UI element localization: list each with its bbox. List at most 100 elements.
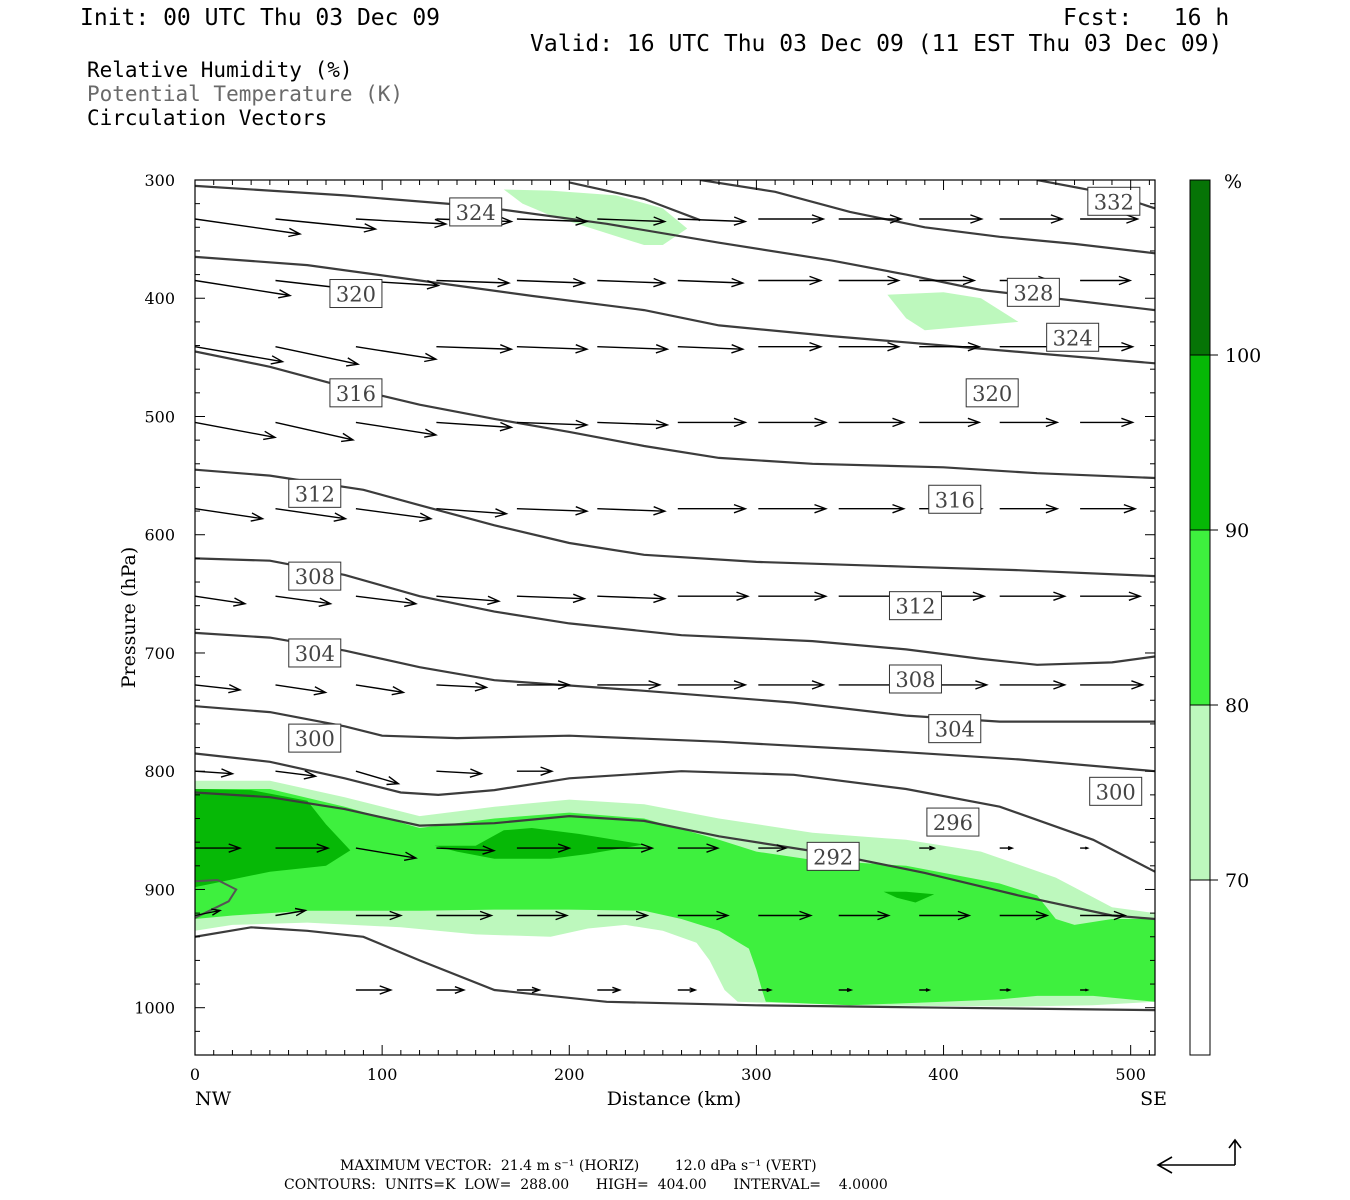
vector-arrow (758, 417, 828, 428)
x-end-label-right: SE (1140, 1088, 1167, 1110)
vector-arrow (758, 680, 826, 690)
colorbar-segment (1190, 180, 1210, 355)
rh-fill-70-upper-a (503, 189, 688, 245)
theta-label-316: 316 (329, 378, 383, 408)
vector-arrow (1080, 680, 1145, 690)
vector-arrow (677, 591, 750, 601)
rh-contour-90-0 (194, 878, 238, 919)
colorbar-tick-label: 80 (1225, 695, 1249, 717)
x-tick-label: 400 (928, 1065, 959, 1084)
vector-arrow (677, 843, 720, 853)
vector-arrow (597, 506, 667, 516)
theta-label-304: 304 (928, 714, 982, 744)
vector-arrow (275, 684, 328, 696)
vector-arrow (597, 216, 667, 226)
rh-fill-90-4 (883, 891, 935, 903)
vector-arrow (275, 595, 333, 607)
theta-label-box (288, 723, 342, 753)
theta-label-text: 304 (935, 718, 975, 742)
vector-arrow (677, 987, 698, 993)
vector-arrow (597, 593, 667, 604)
legend-relative-humidity: Relative Humidity (%) (87, 58, 353, 82)
vector-arrow (999, 591, 1067, 601)
vector-arrow (436, 986, 466, 994)
rh-fill-70-upper-b (887, 292, 1019, 331)
y-tick-label: 600 (144, 526, 175, 545)
legend-circulation-vectors: Circulation Vectors (87, 106, 328, 130)
theta-label-text: 312 (895, 595, 935, 619)
theta-label-308: 308 (288, 561, 342, 591)
theta-label-box (806, 841, 860, 871)
reference-vector-arrow (1156, 1138, 1242, 1174)
vector-arrow (999, 417, 1060, 428)
theta-label-box (1046, 322, 1100, 352)
y-tick-label: 700 (144, 644, 175, 663)
vector-arrow (436, 682, 489, 692)
theta-label-324: 324 (449, 197, 503, 227)
theta-contour-324 (195, 255, 1155, 365)
vector-arrow (516, 216, 589, 226)
vector-arrow (597, 843, 655, 853)
theta-label-box (965, 378, 1019, 408)
theta-contour-320 (195, 350, 1155, 480)
theta-label-box (1087, 186, 1141, 216)
vector-arrow (275, 346, 361, 367)
theta-label-292: 292 (806, 841, 860, 871)
vector-arrow (436, 508, 509, 518)
vector-arrow (436, 910, 494, 921)
vector-arrow (758, 591, 828, 601)
colorbar-tick-label: 100 (1225, 345, 1261, 367)
theta-label-328: 328 (1006, 277, 1060, 307)
colorbar-segment (1190, 880, 1210, 1055)
colorbar-tick-label: 90 (1225, 520, 1249, 542)
vector-arrow (919, 845, 937, 851)
y-tick-label: 1000 (134, 999, 175, 1018)
vector-arrow (355, 218, 448, 229)
y-tick-label: 400 (144, 289, 175, 308)
theta-label-text: 292 (813, 845, 853, 869)
vector-arrow (194, 218, 303, 238)
vector-arrow (516, 344, 589, 354)
theta-label-box (1089, 776, 1143, 806)
contours-note: CONTOURS: UNITS=K LOW= 288.00 HIGH= 404.… (284, 1177, 888, 1193)
vector-arrow (758, 844, 788, 853)
theta-label-text: 312 (295, 482, 335, 506)
humidity-contour-layer (194, 878, 238, 919)
vector-arrow (758, 341, 823, 352)
vector-arrow (1080, 417, 1135, 428)
vector-layer (194, 214, 1145, 995)
vector-arrow (436, 277, 511, 288)
vector-arrow (999, 214, 1065, 224)
theta-label-324: 324 (1046, 322, 1100, 352)
vector-arrow (194, 768, 235, 778)
vector-arrow (355, 985, 393, 995)
vector-arrow (275, 421, 355, 443)
vector-arrow (1080, 846, 1090, 850)
colorbar: 100 90 80 70% (1189, 171, 1261, 1056)
theta-label-text: 324 (1053, 326, 1093, 350)
theta-label-layer: 2922963003043083123163203243283323243203… (288, 186, 1143, 871)
theta-label-320: 320 (965, 378, 1019, 408)
theta-label-box (288, 638, 342, 668)
plot-frame (194, 179, 1156, 1056)
theta-contour-unlabeled-12 (569, 181, 701, 222)
theta-contour-304 (195, 705, 1155, 773)
theta-label-text: 316 (336, 382, 376, 406)
theta-label-box (288, 478, 342, 508)
vector-arrow (758, 910, 813, 921)
vector-arrow (838, 910, 891, 921)
x-tick-label: 500 (1115, 1065, 1146, 1084)
vector-arrow (355, 595, 418, 608)
theta-label-312: 312 (888, 591, 942, 621)
vector-arrow (838, 275, 901, 286)
theta-label-box (1006, 277, 1060, 307)
vector-arrow (355, 770, 401, 786)
vector-arrow (677, 417, 748, 428)
colorbar-tick-label: 70 (1225, 870, 1249, 892)
axes-layer: 0 100 200 300 400 500 300 400 500 600 700 800 900 100… (118, 171, 1167, 1110)
theta-label-text: 324 (456, 201, 496, 225)
theta-label-text: 308 (895, 668, 935, 692)
theta-label-box (288, 561, 342, 591)
theta-label-text: 308 (295, 565, 335, 589)
